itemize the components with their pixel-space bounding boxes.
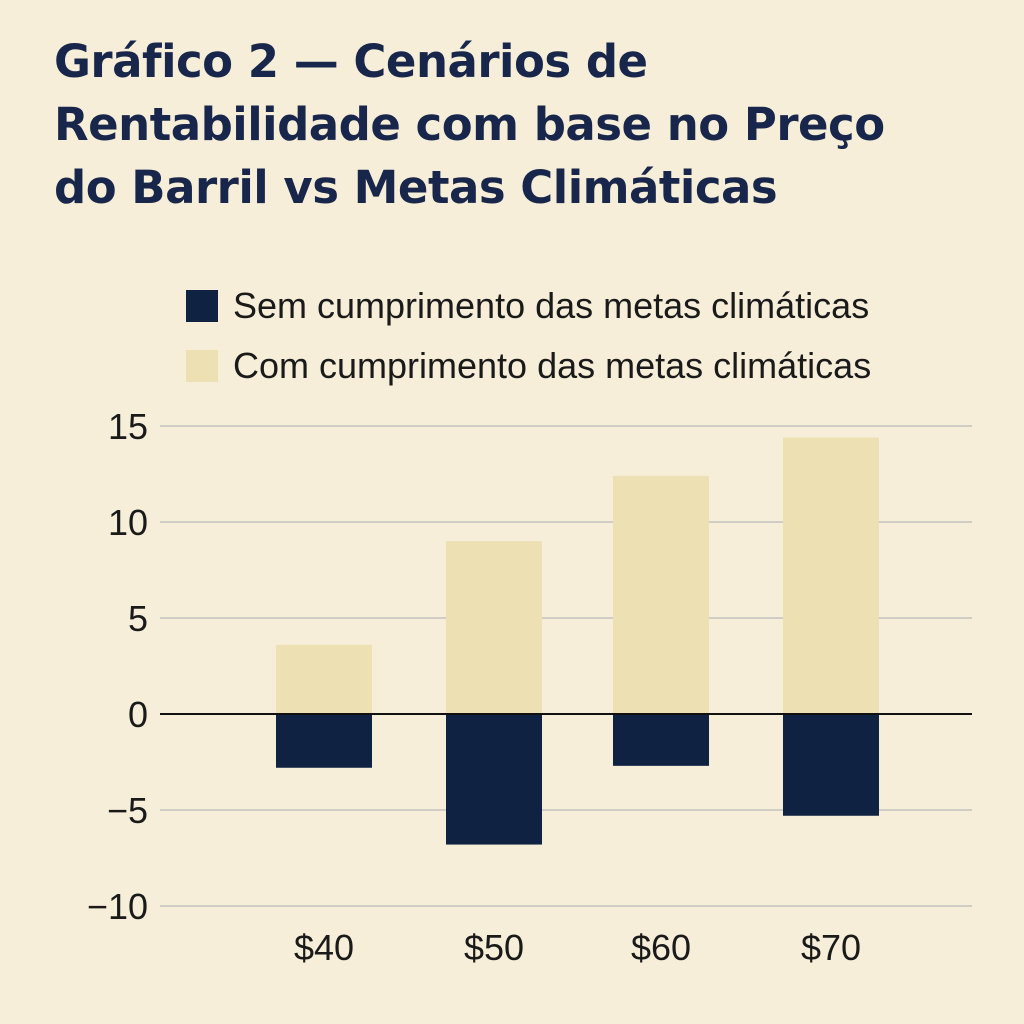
legend-item-with-goals: Com cumprimento das metas climáticas [186, 336, 871, 396]
legend-swatch-with-goals [186, 350, 218, 382]
bar-without-goals-0 [276, 714, 372, 768]
bar-without-goals-1 [446, 714, 542, 845]
x-tick-label-0: $40 [294, 927, 354, 968]
y-tick-label-2: 5 [128, 598, 148, 639]
bar-without-goals-2 [613, 714, 709, 766]
y-tick-label-3: 0 [128, 694, 148, 735]
legend-label-with-goals: Com cumprimento das metas climáticas [233, 345, 872, 386]
y-tick-label-1: 10 [108, 502, 148, 543]
bar-with-goals-0 [276, 644, 372, 714]
chart-title-line-2: Rentabilidade com base no Preço [54, 98, 885, 151]
bar-with-goals-1 [446, 541, 542, 714]
chart-legend: Sem cumprimento das metas climáticas Com… [186, 276, 871, 396]
legend-swatch-without-goals [186, 290, 218, 322]
x-tick-label-2: $60 [631, 927, 691, 968]
legend-item-without-goals: Sem cumprimento das metas climáticas [186, 276, 871, 336]
chart-title-line-3: do Barril vs Metas Climáticas [54, 161, 778, 214]
x-tick-label-3: $70 [801, 927, 861, 968]
bar-with-goals-2 [613, 475, 709, 714]
legend-label-without-goals: Sem cumprimento das metas climáticas [233, 285, 870, 326]
x-tick-label-1: $50 [464, 927, 524, 968]
y-tick-label-4: −5 [107, 790, 148, 831]
y-tick-label-0: 15 [108, 406, 148, 447]
chart-title: Gráfico 2 — Cenários de Rentabilidade co… [54, 30, 954, 219]
y-tick-label-5: −10 [87, 886, 148, 927]
chart-title-line-1: Gráfico 2 — Cenários de [54, 35, 648, 88]
bar-with-goals-3 [783, 437, 879, 714]
bar-without-goals-3 [783, 714, 879, 816]
